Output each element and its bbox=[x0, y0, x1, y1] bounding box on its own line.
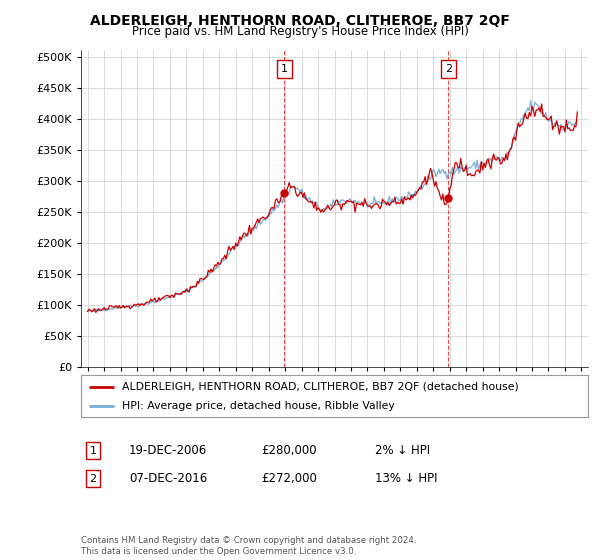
Text: Price paid vs. HM Land Registry's House Price Index (HPI): Price paid vs. HM Land Registry's House … bbox=[131, 25, 469, 38]
Text: HPI: Average price, detached house, Ribble Valley: HPI: Average price, detached house, Ribb… bbox=[122, 401, 394, 411]
Text: 2: 2 bbox=[445, 64, 452, 74]
Text: 1: 1 bbox=[281, 64, 288, 74]
Text: 1: 1 bbox=[89, 446, 97, 456]
Text: £280,000: £280,000 bbox=[261, 444, 317, 458]
Text: 2% ↓ HPI: 2% ↓ HPI bbox=[375, 444, 430, 458]
Text: 07-DEC-2016: 07-DEC-2016 bbox=[129, 472, 207, 486]
Text: ALDERLEIGH, HENTHORN ROAD, CLITHEROE, BB7 2QF: ALDERLEIGH, HENTHORN ROAD, CLITHEROE, BB… bbox=[90, 14, 510, 28]
Text: 19-DEC-2006: 19-DEC-2006 bbox=[129, 444, 207, 458]
Text: ALDERLEIGH, HENTHORN ROAD, CLITHEROE, BB7 2QF (detached house): ALDERLEIGH, HENTHORN ROAD, CLITHEROE, BB… bbox=[122, 381, 518, 391]
Text: £272,000: £272,000 bbox=[261, 472, 317, 486]
Text: Contains HM Land Registry data © Crown copyright and database right 2024.
This d: Contains HM Land Registry data © Crown c… bbox=[81, 536, 416, 556]
Text: 2: 2 bbox=[89, 474, 97, 484]
Text: 13% ↓ HPI: 13% ↓ HPI bbox=[375, 472, 437, 486]
